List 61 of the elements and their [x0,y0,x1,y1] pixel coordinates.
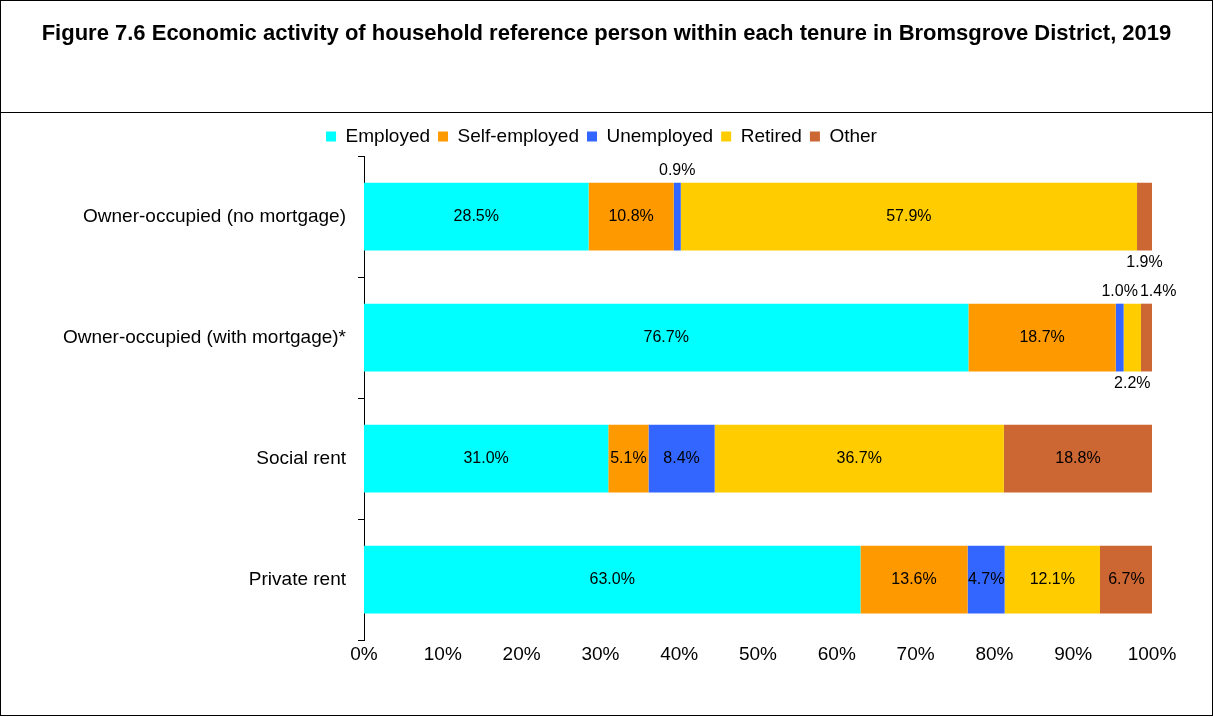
data-label: 12.1% [1029,570,1076,588]
bar [364,182,589,251]
data-label: 63.0% [589,570,635,588]
x-tick-label: 30% [581,642,620,664]
data-label: 13.6% [891,570,937,588]
bar [364,424,609,493]
data-label: 8.4% [663,449,700,467]
bar [967,545,1005,614]
chart-title: Figure 7.6 Economic activity of household reference person within each tenure in Bromsgrove District, 2019 [1,1,1212,113]
data-label: 1.9% [1126,252,1163,270]
data-label: 31.0% [463,449,509,467]
x-tick-label: 70% [896,642,935,664]
x-tick-label: 60% [817,642,856,664]
y-tick-label: Private rent [248,567,347,589]
bar [680,182,1138,251]
bar [1003,424,1152,493]
y-tick-label: Social rent [256,446,347,468]
data-label: 1.0% [1101,282,1138,300]
bar [1137,182,1152,251]
data-label: 10.8% [608,206,654,224]
x-tick-label: 50% [738,642,778,664]
legend-label: Self-employed [457,124,579,146]
y-tick-label: Owner-occupied (with mortgage)* [62,325,347,347]
bar [1115,303,1124,372]
legend-label: Retired [740,124,802,146]
bar [364,303,969,372]
bar [1140,303,1152,372]
x-tick-label: 100% [1127,642,1177,664]
bar [860,545,968,614]
x-tick-label: 0% [350,642,378,664]
data-label: 4.7% [967,570,1005,588]
data-label: 28.5% [453,206,499,224]
legend-label: Other [829,124,878,146]
bar [673,182,681,251]
x-tick-label: 20% [502,642,541,664]
x-tick-label: 40% [660,642,699,664]
data-label: 5.1% [610,449,647,467]
data-label: 18.8% [1055,449,1101,467]
data-label: 0.9% [659,161,696,179]
bar [1123,303,1141,372]
legend-label: Unemployed [606,124,714,146]
x-tick-label: 80% [975,642,1014,664]
bar [588,182,674,251]
x-tick-label: 10% [423,642,462,664]
y-tick-label: Owner-occupied (no mortgage) [83,204,347,226]
bar [1004,545,1100,614]
data-label: 76.7% [643,327,689,345]
bar [714,424,1004,493]
x-tick-label: 90% [1054,642,1093,664]
data-label: 18.7% [1019,327,1065,345]
bar [364,545,861,614]
data-label: 6.7% [1108,570,1145,588]
data-label: 2.2% [1114,373,1151,391]
bar [608,424,649,493]
legend-label: Employed [345,124,431,146]
bar [968,303,1116,372]
bar [1099,545,1152,614]
bar [648,424,715,493]
data-label: 57.9% [886,206,932,224]
data-label: 1.4% [1139,282,1177,300]
data-label: 36.7% [836,449,882,467]
